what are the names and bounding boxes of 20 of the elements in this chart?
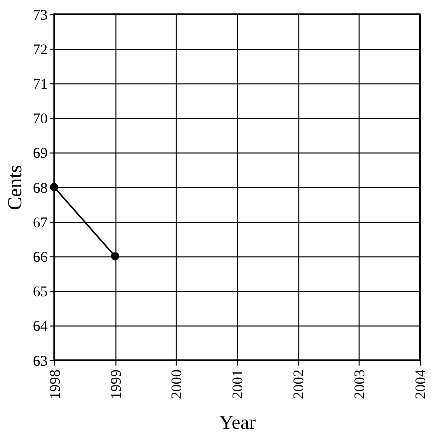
y-tick-label: 71 <box>33 77 48 94</box>
y-tick-label: 66 <box>33 250 48 266</box>
x-axis-title: Year <box>220 412 256 434</box>
x-tick-label: 2003 <box>352 370 369 400</box>
y-tick-label: 65 <box>33 284 48 301</box>
y-axis-title: Cents <box>4 165 26 210</box>
y-tick-label: 72 <box>33 42 48 58</box>
x-tick-label: 2004 <box>414 369 430 400</box>
y-tick-label: 68 <box>33 180 48 197</box>
y-tick-label: 73 <box>33 8 48 24</box>
y-tick-label: 64 <box>33 319 49 336</box>
y-tick-label: 69 <box>33 146 48 162</box>
x-tick-label: 1999 <box>108 370 125 400</box>
x-tick-label: 2000 <box>170 370 186 400</box>
y-tick-label: 67 <box>33 215 48 232</box>
y-tick-label: 63 <box>33 354 48 370</box>
x-tick-label: 2001 <box>230 370 247 400</box>
y-tick-label: 70 <box>33 112 48 128</box>
x-tick-label: 2002 <box>292 370 308 400</box>
x-tick-label: 1998 <box>48 370 64 400</box>
